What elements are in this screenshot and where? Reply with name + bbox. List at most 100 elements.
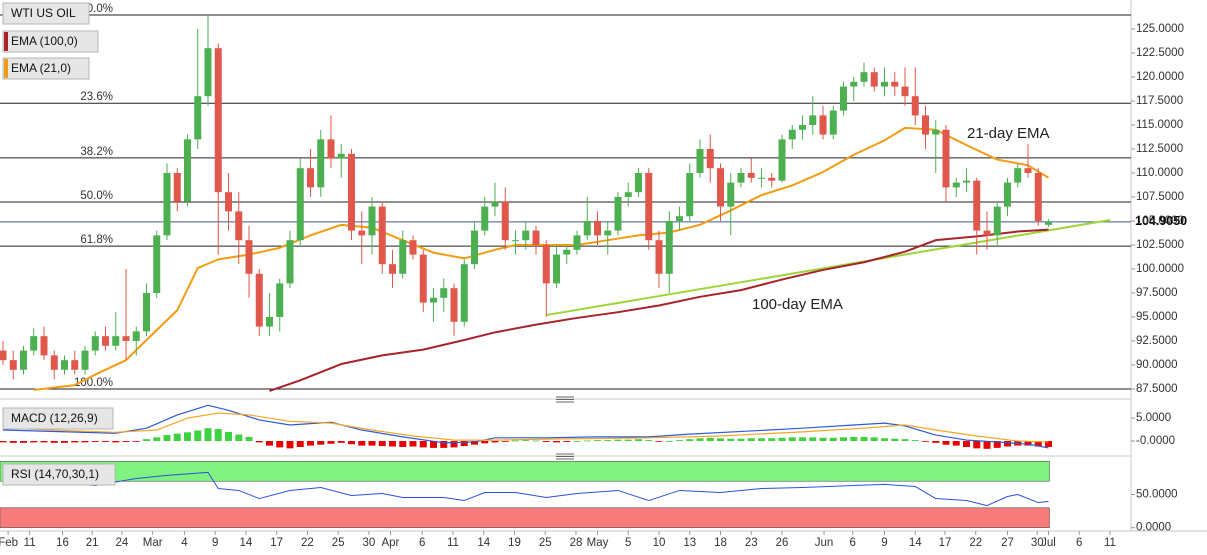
candle-body — [266, 316, 273, 327]
fib-label: 0.0% — [87, 3, 113, 15]
candle-body — [788, 129, 796, 140]
candle-body — [153, 235, 161, 293]
x-tick-label: 22 — [301, 537, 314, 549]
y-tick-label: 117.5000 — [1136, 95, 1183, 107]
macd-histogram-bar — [553, 441, 560, 443]
trendline — [546, 219, 1111, 317]
candle-body — [952, 182, 960, 188]
macd-histogram-bar — [460, 441, 468, 447]
candle-body — [973, 180, 981, 231]
macd-line — [2, 412, 1049, 443]
macd-histogram-bar — [676, 440, 683, 442]
macd-histogram-bar — [296, 441, 304, 447]
macd-histogram-bar — [768, 438, 776, 442]
candle-body — [450, 288, 458, 322]
macd-histogram-bar — [696, 438, 704, 442]
y-tick-label: 125.0000 — [1136, 23, 1184, 35]
macd-histogram-bar — [184, 432, 191, 442]
macd-histogram-bar — [255, 441, 263, 443]
candle-body — [61, 360, 68, 370]
fib-label: 23.6% — [80, 91, 113, 103]
macd-histogram-bar — [501, 441, 509, 442]
candle-body — [276, 283, 284, 317]
macd-histogram-bar — [809, 437, 817, 442]
macd-histogram-bar — [122, 441, 130, 442]
candle-body — [542, 244, 550, 284]
x-tick-label: 6 — [419, 537, 425, 549]
candle-body — [829, 110, 837, 135]
y-tick-label: 97.5000 — [1136, 287, 1178, 299]
macd-histogram-bar — [870, 437, 878, 442]
candle-body — [922, 115, 929, 135]
macd-histogram-bar — [737, 438, 745, 442]
candle-body — [963, 180, 970, 183]
candle-body — [1004, 182, 1011, 207]
candle-body — [389, 264, 396, 274]
legend-box — [2, 30, 99, 53]
macd-histogram-bar — [378, 441, 386, 447]
candle-body — [686, 172, 694, 217]
x-tick-label: 13 — [683, 537, 696, 549]
macd-histogram-bar — [993, 441, 1001, 448]
candle-body — [358, 230, 366, 236]
macd-histogram-bar — [30, 441, 38, 443]
candle-body — [932, 129, 940, 135]
y-tick-label: 102.5000 — [1136, 239, 1184, 251]
y-tick-label: 110.0000 — [1136, 167, 1183, 179]
y-tick-label: 90.0000 — [1136, 359, 1178, 371]
macd-histogram-bar — [911, 440, 919, 442]
macd-histogram-bar — [214, 429, 222, 442]
macd-histogram-bar — [419, 441, 427, 448]
candle-body — [665, 220, 673, 274]
macd-histogram-bar — [368, 441, 376, 446]
candle-body — [430, 297, 437, 303]
macd-histogram-bar — [932, 441, 940, 443]
macd-histogram-bar — [9, 441, 17, 443]
candle-body — [327, 139, 335, 159]
candle-body — [840, 86, 847, 111]
macd-histogram-bar — [235, 434, 243, 442]
candle-body — [235, 211, 243, 241]
candle-body — [655, 240, 663, 274]
macd-histogram-bar — [860, 436, 868, 442]
x-tick-label: 16 — [56, 537, 69, 549]
macd-histogram-bar — [1034, 441, 1042, 447]
macd-histogram-bar — [143, 439, 150, 442]
candle-body — [563, 249, 571, 255]
macd-histogram-bar — [1024, 441, 1032, 446]
candle-body — [645, 172, 653, 241]
candle-body — [307, 168, 314, 188]
candle-body — [696, 148, 704, 173]
macd-histogram-bar — [655, 441, 663, 442]
y-tick-label: 100.0000 — [1136, 263, 1184, 275]
macd-histogram-bar — [61, 441, 68, 443]
x-tick-label: 17 — [270, 537, 283, 549]
candle-body — [419, 254, 427, 303]
candle-body — [881, 81, 888, 87]
candle-body — [71, 360, 79, 370]
candle-body — [983, 230, 991, 236]
candle-body — [604, 230, 612, 236]
candle-body — [440, 288, 448, 298]
resize-grip[interactable] — [556, 396, 574, 403]
candle-body — [296, 168, 304, 241]
macd-histogram-bar — [645, 440, 653, 442]
legend-swatch — [4, 32, 8, 51]
x-tick-label: 28 — [570, 537, 583, 549]
x-tick-label: 24 — [116, 537, 129, 549]
x-tick-label: 11 — [24, 537, 36, 549]
macd-histogram-bar — [706, 437, 714, 442]
annotation: 21-day EMA — [967, 125, 1050, 142]
candle-body — [911, 96, 919, 116]
y-tick-label: 120.0000 — [1136, 71, 1184, 83]
candle-body — [758, 177, 765, 179]
candle-body — [768, 177, 776, 181]
macd-histogram-bar — [491, 441, 499, 443]
fib-label: 61.8% — [80, 234, 113, 246]
x-tick-label: Feb — [0, 537, 18, 549]
candle-body — [799, 124, 806, 130]
resize-grip[interactable] — [556, 453, 574, 460]
candle-body — [850, 81, 858, 87]
x-tick-label: 9 — [212, 537, 218, 549]
legend-box — [2, 463, 116, 486]
